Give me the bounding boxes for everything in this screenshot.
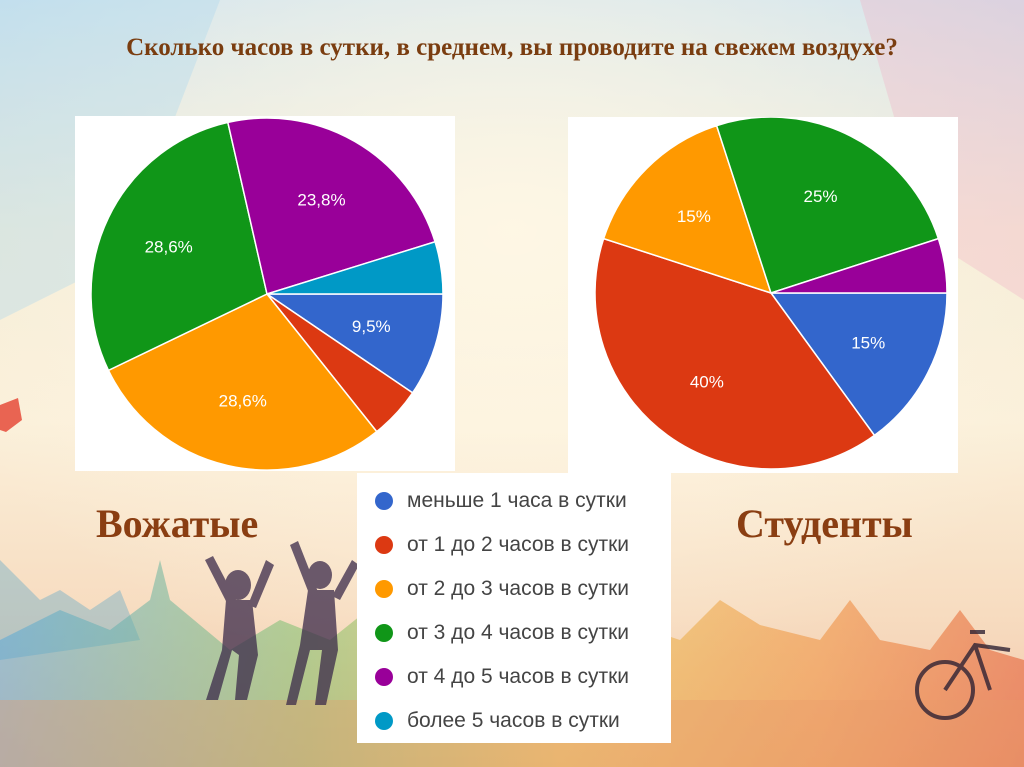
pie-slice [769, 292, 948, 437]
pie-chart-students: 15% 40% 15% 25% [568, 117, 958, 473]
slice-data-label: 23,8% [297, 190, 345, 209]
legend-dot-icon [375, 624, 393, 642]
pie-slice [107, 293, 378, 471]
legend-label: от 3 до 4 часов в сутки [407, 621, 630, 644]
legend-label: от 2 до 3 часов в сутки [407, 577, 630, 600]
pie-slice [226, 117, 437, 295]
pie-slice [266, 240, 444, 295]
pie-slice [770, 237, 948, 294]
pie-slice [602, 124, 773, 295]
chart-legend: меньше 1 часа в сутки от 1 до 2 часов в … [357, 473, 671, 743]
pie-slice [264, 293, 444, 394]
page-title: Сколько часов в сутки, в среднем, вы про… [126, 34, 898, 61]
legend-label: от 4 до 5 часов в сутки [407, 665, 630, 688]
slice-data-label: 40% [690, 372, 724, 391]
pie-slice [594, 237, 876, 470]
students-label: Студенты [736, 501, 913, 546]
slice-data-label: 28,6% [219, 391, 267, 410]
pie-chart-counselors: 9,5% 28,6% 28,6% 23,8% [75, 116, 455, 471]
legend-item: от 2 до 3 часов в сутки [357, 567, 671, 611]
legend-label: от 1 до 2 часов в сутки [407, 533, 630, 556]
pie-chart-students-svg: 15% 40% 15% 25% [594, 117, 948, 470]
legend-dot-icon [375, 580, 393, 598]
legend-dot-icon [375, 712, 393, 730]
pie-chart-counselors-svg: 9,5% 28,6% 28,6% 23,8% [90, 117, 444, 471]
pie-slice [715, 117, 940, 294]
legend-label: более 5 часов в сутки [407, 709, 620, 732]
slice-data-label: 9,5% [352, 317, 391, 336]
legend-item: более 5 часов в сутки [357, 699, 671, 743]
slice-data-label: 15% [851, 334, 885, 353]
legend-item: от 1 до 2 часов в сутки [357, 523, 671, 567]
legend-dot-icon [375, 668, 393, 686]
slice-data-label: 28,6% [145, 238, 193, 257]
legend-dot-icon [375, 536, 393, 554]
legend-item: от 3 до 4 часов в сутки [357, 611, 671, 655]
legend-dot-icon [375, 492, 393, 510]
legend-label: меньше 1 часа в сутки [407, 489, 627, 512]
slice-data-label: 25% [804, 187, 838, 206]
slice-data-label: 15% [677, 207, 711, 226]
pie-slice [90, 121, 268, 372]
legend-item: меньше 1 часа в сутки [357, 479, 671, 523]
legend-item: от 4 до 5 часов в сутки [357, 655, 671, 699]
counselors-label: Вожатые [96, 501, 259, 546]
